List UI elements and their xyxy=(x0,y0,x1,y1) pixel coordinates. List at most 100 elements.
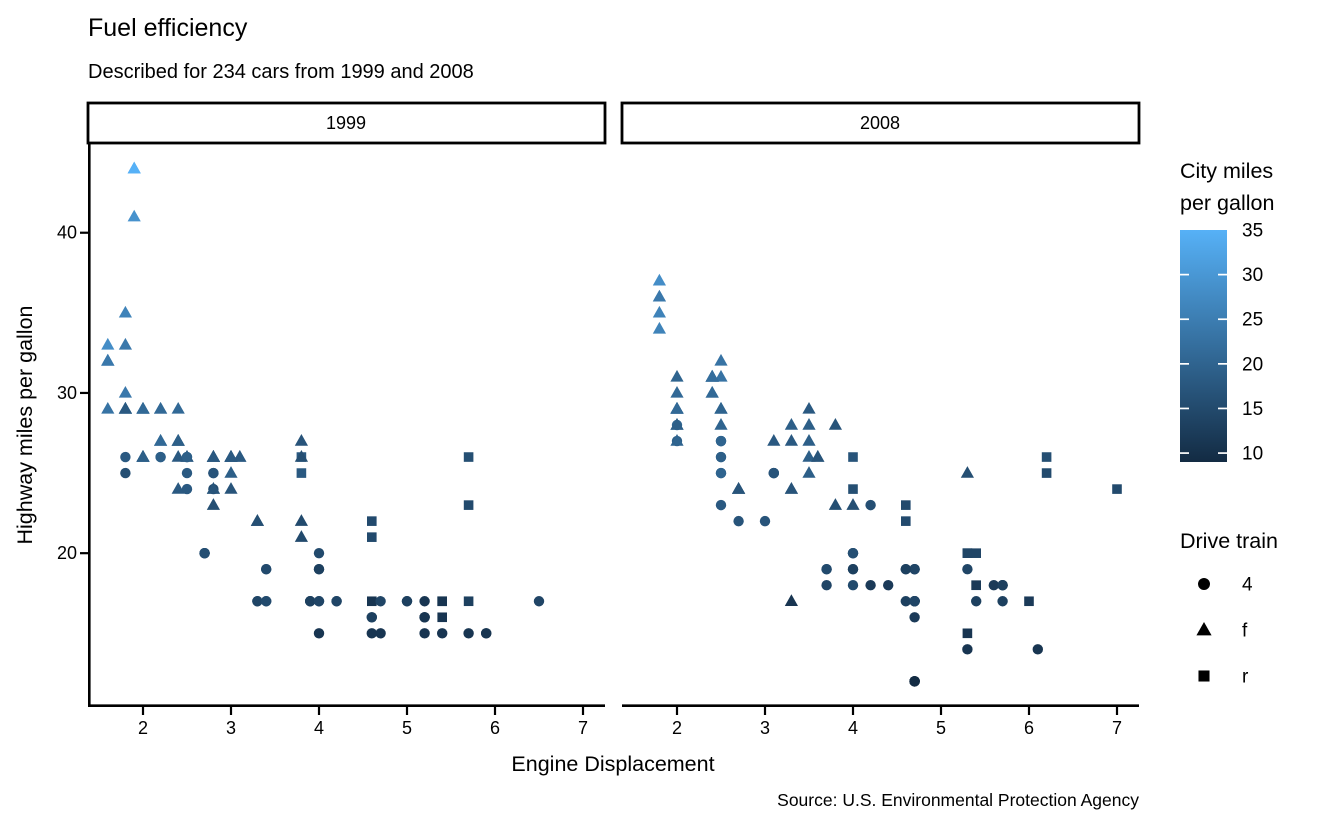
data-point xyxy=(828,418,842,430)
data-point xyxy=(670,401,684,414)
x-tick-label: 4 xyxy=(848,718,858,738)
data-point xyxy=(313,596,325,607)
x-tick-label: 7 xyxy=(1112,718,1122,738)
data-point xyxy=(802,434,816,446)
data-point xyxy=(988,580,999,591)
data-point xyxy=(846,498,860,510)
x-tick-label: 5 xyxy=(936,718,946,738)
data-point xyxy=(367,596,377,607)
colorbar-label: 20 xyxy=(1242,354,1263,375)
data-point xyxy=(670,418,684,430)
data-point xyxy=(463,628,474,639)
data-point xyxy=(419,612,430,623)
data-point xyxy=(901,500,911,510)
points-1999 xyxy=(101,161,545,639)
x-tick-label: 2 xyxy=(672,718,682,738)
data-point xyxy=(136,450,150,462)
data-point xyxy=(208,467,219,479)
colorbar-gradient xyxy=(1180,230,1227,462)
data-point xyxy=(1024,596,1034,607)
data-point xyxy=(171,450,185,462)
data-point xyxy=(367,516,377,526)
data-point xyxy=(962,644,973,655)
data-point xyxy=(971,596,982,607)
x-tick-label: 7 xyxy=(578,718,588,738)
data-point xyxy=(733,515,744,527)
data-point xyxy=(481,628,492,639)
y-tick-label: 20 xyxy=(57,543,77,563)
data-point xyxy=(154,434,168,446)
x-tick-label: 3 xyxy=(226,718,236,738)
data-point xyxy=(120,451,131,463)
data-point xyxy=(1032,644,1044,655)
data-point xyxy=(900,596,911,607)
data-point xyxy=(118,305,132,318)
caption: Source: U.S. Environmental Protection Ag… xyxy=(777,790,1139,810)
data-point xyxy=(419,628,430,639)
data-point xyxy=(802,418,816,430)
data-point xyxy=(828,498,842,510)
data-point xyxy=(419,596,430,607)
chart-title: Fuel efficiency xyxy=(88,14,248,42)
data-point xyxy=(652,273,666,286)
data-point xyxy=(962,564,973,575)
data-point xyxy=(313,628,325,639)
data-point xyxy=(366,612,377,623)
data-point xyxy=(821,580,832,591)
points-2008 xyxy=(652,273,1122,687)
legend-key-circle-icon xyxy=(1198,578,1210,590)
data-point xyxy=(206,498,220,510)
data-point xyxy=(715,467,727,479)
data-point xyxy=(670,434,684,446)
data-point xyxy=(784,418,798,430)
data-point xyxy=(901,516,911,526)
data-point xyxy=(437,596,447,607)
data-point xyxy=(181,451,193,463)
colorbar-label: 30 xyxy=(1242,265,1263,286)
data-point xyxy=(848,484,858,494)
facet-strip-1999 xyxy=(86,101,607,145)
data-point xyxy=(120,467,131,479)
shape-legend-title: Drive train xyxy=(1180,529,1278,553)
data-point xyxy=(401,596,413,607)
data-point xyxy=(171,434,185,446)
data-point xyxy=(883,580,894,591)
data-point xyxy=(759,515,771,527)
x-tick-label: 4 xyxy=(314,718,324,738)
data-point xyxy=(705,369,719,382)
data-point xyxy=(865,580,876,591)
data-point xyxy=(118,337,132,350)
legend-key-label: 4 xyxy=(1242,575,1253,596)
data-point xyxy=(181,467,193,479)
data-point xyxy=(1041,452,1052,462)
data-point xyxy=(101,353,115,366)
data-point xyxy=(313,564,325,575)
data-point xyxy=(962,548,973,558)
data-point xyxy=(101,401,115,414)
legend-key-square-icon xyxy=(1198,670,1210,682)
data-point xyxy=(101,337,115,350)
colorbar-label: 25 xyxy=(1242,310,1263,331)
data-point xyxy=(155,451,166,463)
data-point xyxy=(250,514,264,526)
data-point xyxy=(366,628,377,639)
data-point xyxy=(224,482,238,494)
data-point xyxy=(909,676,920,687)
data-point xyxy=(127,209,141,222)
facet-strip-2008 xyxy=(620,101,1141,145)
data-point xyxy=(261,596,272,607)
data-point xyxy=(848,452,858,462)
data-point xyxy=(768,467,779,479)
data-point xyxy=(233,450,247,462)
data-point xyxy=(847,580,859,591)
data-point xyxy=(821,564,832,575)
data-point xyxy=(960,466,974,478)
y-tick-label: 40 xyxy=(57,223,77,243)
data-point xyxy=(715,435,727,447)
data-point xyxy=(367,532,377,542)
data-point xyxy=(652,289,666,302)
data-point xyxy=(997,580,1008,591)
legend-key-triangle-icon xyxy=(1196,621,1212,636)
data-point xyxy=(252,596,263,607)
